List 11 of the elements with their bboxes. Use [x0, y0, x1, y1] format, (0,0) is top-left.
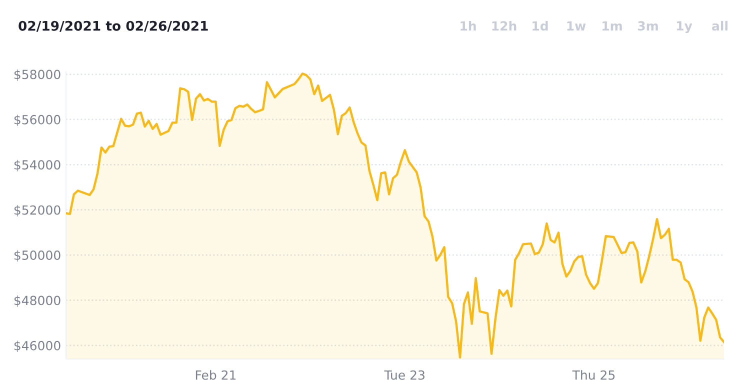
x-tick-label: Thu 25	[572, 370, 615, 380]
y-tick-label: $58000	[14, 70, 60, 81]
chart-title: 02/19/2021 to 02/26/2021	[18, 20, 208, 32]
y-tick-label: $52000	[14, 205, 60, 216]
x-tick-label: Feb 21	[196, 370, 236, 380]
x-tick-label: Tue 23	[384, 370, 424, 380]
y-tick-label: $46000	[14, 340, 60, 352]
y-tick-label: $54000	[14, 160, 60, 172]
y-tick-label: $50000	[14, 250, 60, 262]
y-tick-label: $56000	[14, 114, 60, 126]
y-tick-label: $48000	[14, 295, 60, 307]
